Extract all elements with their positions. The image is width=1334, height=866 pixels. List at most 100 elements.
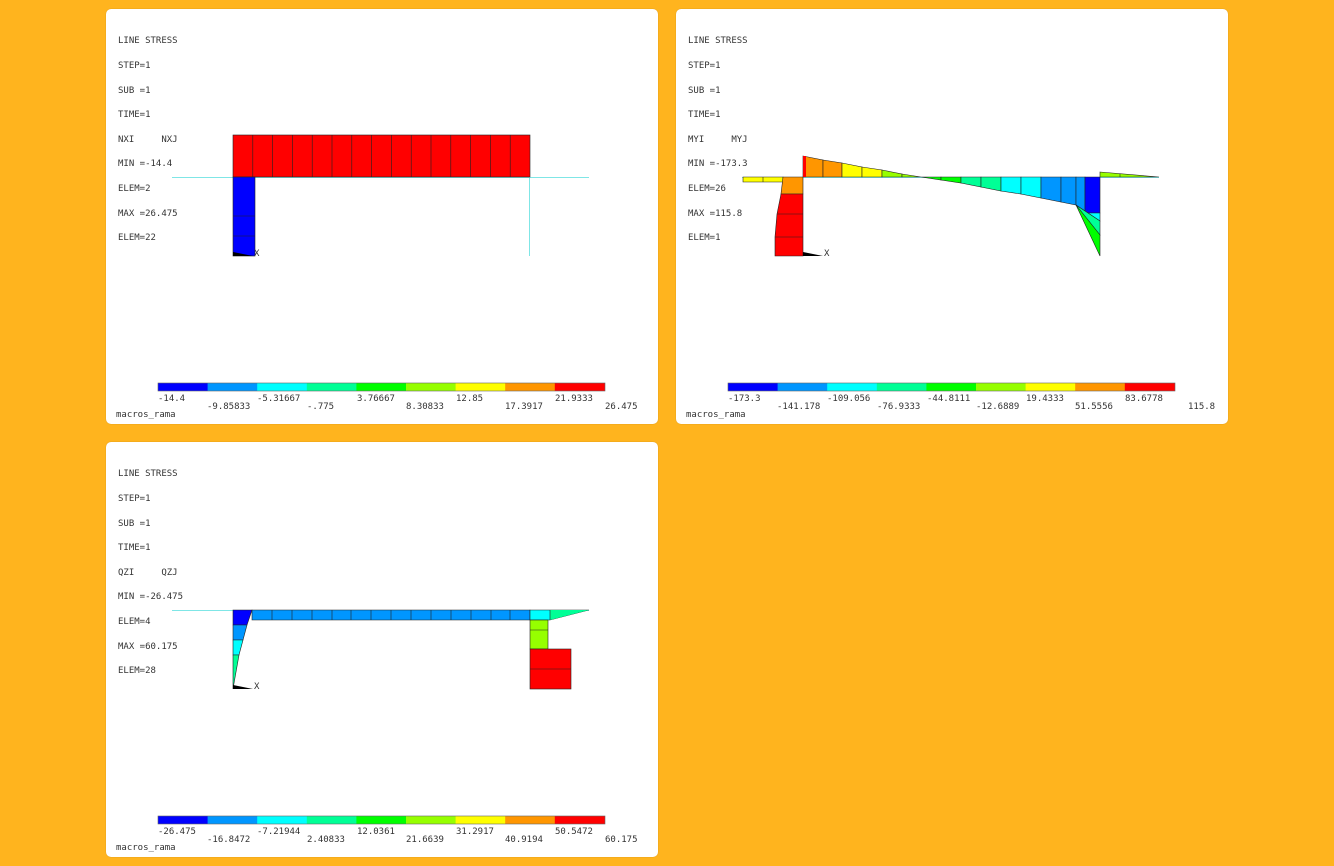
legend-swatch-2 [777, 383, 828, 391]
right-column-shear [529, 619, 572, 690]
axis-x-label: X [254, 249, 260, 259]
info-step: STEP=1 [118, 61, 151, 71]
legend-value-5: 12.0361 [357, 827, 395, 837]
legend-value-6: -12.6889 [976, 402, 1019, 412]
legend-swatch-8 [505, 816, 556, 824]
model-caption: macros_rama [686, 410, 746, 420]
legend-value-6: 8.30833 [406, 402, 444, 412]
legend-swatch-3 [257, 383, 308, 391]
left-overhang-moment [742, 176, 784, 183]
axis-triad: X [803, 249, 830, 259]
info-min-elem: ELEM=26 [688, 183, 726, 194]
legend-value-5: 3.76667 [357, 394, 395, 404]
color-legend: -26.475 -16.8472 -7.21944 2.40833 12.036… [157, 815, 638, 845]
beam-negative-moment [920, 176, 1101, 214]
axis-triad: X [233, 249, 260, 259]
model-caption: macros_rama [116, 843, 176, 853]
legend-swatch-8 [1075, 383, 1126, 391]
legend-swatch-2 [207, 816, 258, 824]
legend-value-4: -.775 [307, 402, 334, 412]
color-legend: -14.4 -9.85833 -5.31667 -.775 3.76667 8.… [157, 382, 638, 412]
right-overhang-shear [529, 609, 590, 621]
legend-swatch-3 [257, 816, 308, 824]
info-min: MIN =-14.4 [118, 159, 173, 170]
legend-swatch-5 [356, 383, 407, 391]
info-max-elem: ELEM=1 [688, 233, 721, 244]
legend-swatch-6 [406, 383, 456, 391]
legend-value-9: 50.5472 [555, 827, 593, 837]
right-column-moment [1075, 204, 1101, 257]
legend-value-10: 115.8 [1188, 402, 1215, 412]
info-step: STEP=1 [688, 61, 721, 71]
legend-value-7: 19.4333 [1026, 394, 1064, 404]
axis-triad: X [233, 682, 260, 692]
legend-swatch-9 [554, 816, 605, 824]
legend-value-9: 83.6778 [1125, 394, 1163, 404]
legend-value-4: 2.40833 [307, 835, 345, 845]
legend-swatch-7 [455, 816, 506, 824]
legend-swatch-1 [728, 383, 778, 391]
left-column-shear [232, 609, 253, 690]
info-max: MAX =26.475 [118, 208, 178, 219]
legend-value-3: -7.21944 [257, 827, 300, 837]
info-time: TIME=1 [118, 543, 151, 554]
legend-value-1: -14.4 [158, 394, 185, 404]
axis-x-label: X [254, 682, 260, 692]
legend-swatch-1 [158, 816, 208, 824]
info-min-elem: ELEM=4 [118, 616, 151, 627]
legend-swatch-4 [306, 816, 357, 824]
info-items: QZI QZJ [118, 567, 178, 578]
legend-swatch-7 [1025, 383, 1076, 391]
info-max-elem: ELEM=28 [118, 666, 156, 677]
legend-swatch-3 [827, 383, 878, 391]
info-max-elem: ELEM=22 [118, 233, 156, 244]
legend-swatch-4 [876, 383, 927, 391]
stress-diagram-qz: X -26.475 -16.8472 -7.21944 2.40833 12.0… [157, 609, 638, 845]
legend-swatch-1 [158, 383, 208, 391]
legend-swatch-4 [306, 383, 357, 391]
legend-value-2: -141.178 [777, 402, 820, 412]
legend-value-8: 40.9194 [505, 835, 543, 845]
axis-x-label: X [824, 249, 830, 259]
info-step: STEP=1 [118, 494, 151, 504]
legend-value-4: -76.9333 [877, 402, 920, 412]
legend-value-5: -44.8111 [927, 394, 970, 404]
legend-swatch-2 [207, 383, 258, 391]
info-title: LINE STRESS [688, 36, 748, 47]
stress-diagram-nx: X -14.4 -9.85833 -5.31667 -.775 3.76667 … [157, 134, 638, 412]
legend-swatch-8 [505, 383, 556, 391]
info-title: LINE STRESS [118, 36, 178, 47]
result-info-block: LINE STRESS STEP=1 SUB =1 TIME=1 NXI NXJ… [118, 21, 178, 259]
legend-swatch-9 [554, 383, 605, 391]
info-title: LINE STRESS [118, 469, 178, 480]
legend-value-3: -5.31667 [257, 394, 300, 404]
legend-value-6: 21.6639 [406, 835, 444, 845]
legend-value-2: -9.85833 [207, 402, 250, 412]
left-column-moment [774, 176, 804, 257]
legend-value-7: 31.2917 [456, 827, 494, 837]
plot-panel-qz: LINE STRESS STEP=1 SUB =1 TIME=1 QZI QZJ… [106, 442, 658, 857]
legend-swatch-7 [455, 383, 506, 391]
legend-swatch-9 [1124, 383, 1175, 391]
legend-swatch-5 [926, 383, 977, 391]
legend-swatch-6 [976, 383, 1026, 391]
legend-value-10: 60.175 [605, 835, 638, 845]
plot-panel-my: LINE STRESS STEP=1 SUB =1 TIME=1 MYI MYJ… [676, 9, 1228, 424]
column-stress-band [232, 176, 256, 257]
model-caption: macros_rama [116, 410, 176, 420]
result-info-block: LINE STRESS STEP=1 SUB =1 TIME=1 MYI MYJ… [688, 21, 748, 259]
info-items: NXI NXJ [118, 134, 178, 145]
legend-value-9: 21.9333 [555, 394, 593, 404]
info-sub: SUB =1 [118, 85, 151, 96]
info-max: MAX =60.175 [118, 641, 178, 652]
info-items: MYI MYJ [688, 134, 748, 145]
info-min: MIN =-173.3 [688, 159, 748, 170]
result-info-block: LINE STRESS STEP=1 SUB =1 TIME=1 QZI QZJ… [118, 454, 183, 692]
beam-shear-band [251, 609, 531, 621]
info-time: TIME=1 [688, 110, 721, 121]
legend-value-1: -173.3 [728, 394, 761, 404]
legend-value-2: -16.8472 [207, 835, 250, 845]
info-min-elem: ELEM=2 [118, 183, 151, 194]
stress-diagram-my: X -173.3 -141.178 -109.056 -76.9333 -44.… [727, 155, 1215, 412]
info-min: MIN =-26.475 [118, 592, 184, 603]
